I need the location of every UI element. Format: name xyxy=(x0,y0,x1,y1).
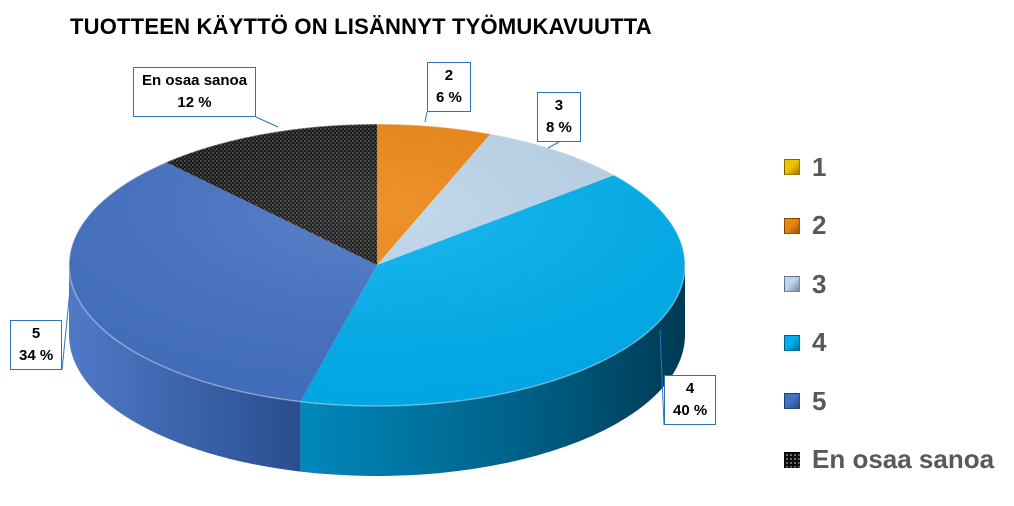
chart-title: TUOTTEEN KÄYTTÖ ON LISÄNNYT TYÖMUKAVUUTT… xyxy=(70,14,652,39)
legend-swatch xyxy=(784,393,800,410)
data-label-category: 4 xyxy=(685,380,695,397)
data-label-category: 5 xyxy=(31,325,41,342)
legend-label: 2 xyxy=(812,210,827,241)
data-label-category: 2 xyxy=(444,67,454,84)
legend-item-3: 3 xyxy=(784,255,994,314)
legend-item-1: 1 xyxy=(784,138,994,197)
leader-line-4 xyxy=(659,329,665,426)
data-label-en-osaa-sanoa: En osaa sanoa 12 % xyxy=(133,67,257,117)
legend-item-en-osaa-sanoa: En osaa sanoa xyxy=(784,431,994,490)
legend-label: 3 xyxy=(812,268,827,299)
pie-side-4 xyxy=(300,265,685,476)
data-label-value: 34 % xyxy=(19,347,54,364)
legend-swatch xyxy=(784,451,800,468)
data-label-value: 12 % xyxy=(177,94,212,111)
pie-side-5 xyxy=(69,265,301,472)
data-label-value: 40 % xyxy=(673,402,708,419)
leader-line-3 xyxy=(547,141,560,149)
leader-line-en-osaa-sanoa xyxy=(255,116,279,128)
legend-item-5: 5 xyxy=(784,372,994,431)
legend-swatch xyxy=(784,159,800,176)
pie-sides xyxy=(69,265,685,476)
legend: 1 2 3 4 5 En osaa sanoa xyxy=(784,138,994,489)
legend-item-2: 2 xyxy=(784,197,994,256)
legend-swatch xyxy=(784,217,800,234)
data-label-value: 6 % xyxy=(436,89,462,106)
data-label-category: 3 xyxy=(554,97,564,114)
data-label-category: En osaa sanoa xyxy=(142,72,248,89)
legend-swatch xyxy=(784,276,800,293)
leader-line-2 xyxy=(424,111,428,123)
leader-line-5 xyxy=(61,289,71,371)
data-label-value: 8 % xyxy=(546,119,572,136)
legend-label: 1 xyxy=(812,151,827,182)
legend-label: En osaa sanoa xyxy=(812,444,995,475)
pie-leaders xyxy=(61,111,665,426)
legend-label: 5 xyxy=(812,385,827,416)
legend-label: 4 xyxy=(812,327,827,358)
legend-swatch xyxy=(784,334,800,351)
data-label-4: 4 40 % xyxy=(664,375,717,425)
data-label-5: 5 34 % xyxy=(10,320,63,370)
pie-tops xyxy=(68,123,686,407)
legend-item-4: 4 xyxy=(784,314,994,373)
pie-rim xyxy=(68,123,686,407)
